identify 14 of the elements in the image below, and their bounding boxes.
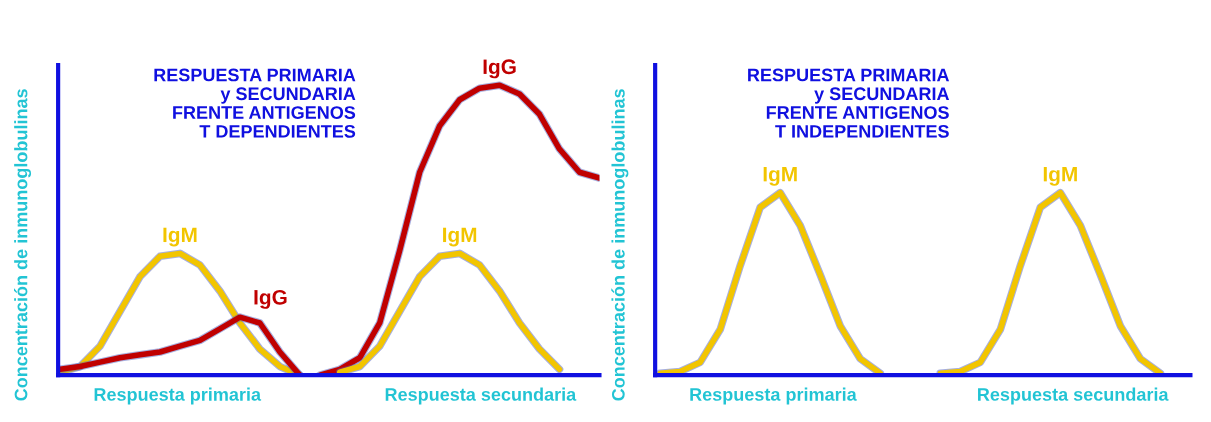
text: Respuesta primaria <box>94 387 262 405</box>
text: Respuesta secundaria <box>385 387 577 405</box>
series-label: IgM <box>1043 167 1077 186</box>
y-axis-title: Concentración de inmunoglobulinas <box>611 89 629 401</box>
series-label: IgM <box>763 167 797 186</box>
text: Respuesta secundaria <box>978 387 1169 405</box>
text: Respuesta primaria <box>690 387 857 405</box>
chart-title: RESPUESTA PRIMARIA y SECUNDARIA FRENTE ANTIGENOS T DEPENDIENTES <box>154 68 356 138</box>
chart-title: RESPUESTA PRIMARIA y SECUNDARIA FRENTE ANTIGENOS T INDEPENDIENTES <box>748 68 950 138</box>
series-label: IgG <box>483 59 516 79</box>
series-label: IgM <box>163 227 197 247</box>
y-axis-title: Concentración de inmunoglobulinas <box>13 89 32 401</box>
series-label: IgG <box>254 289 287 309</box>
series-label: IgM <box>443 227 477 247</box>
